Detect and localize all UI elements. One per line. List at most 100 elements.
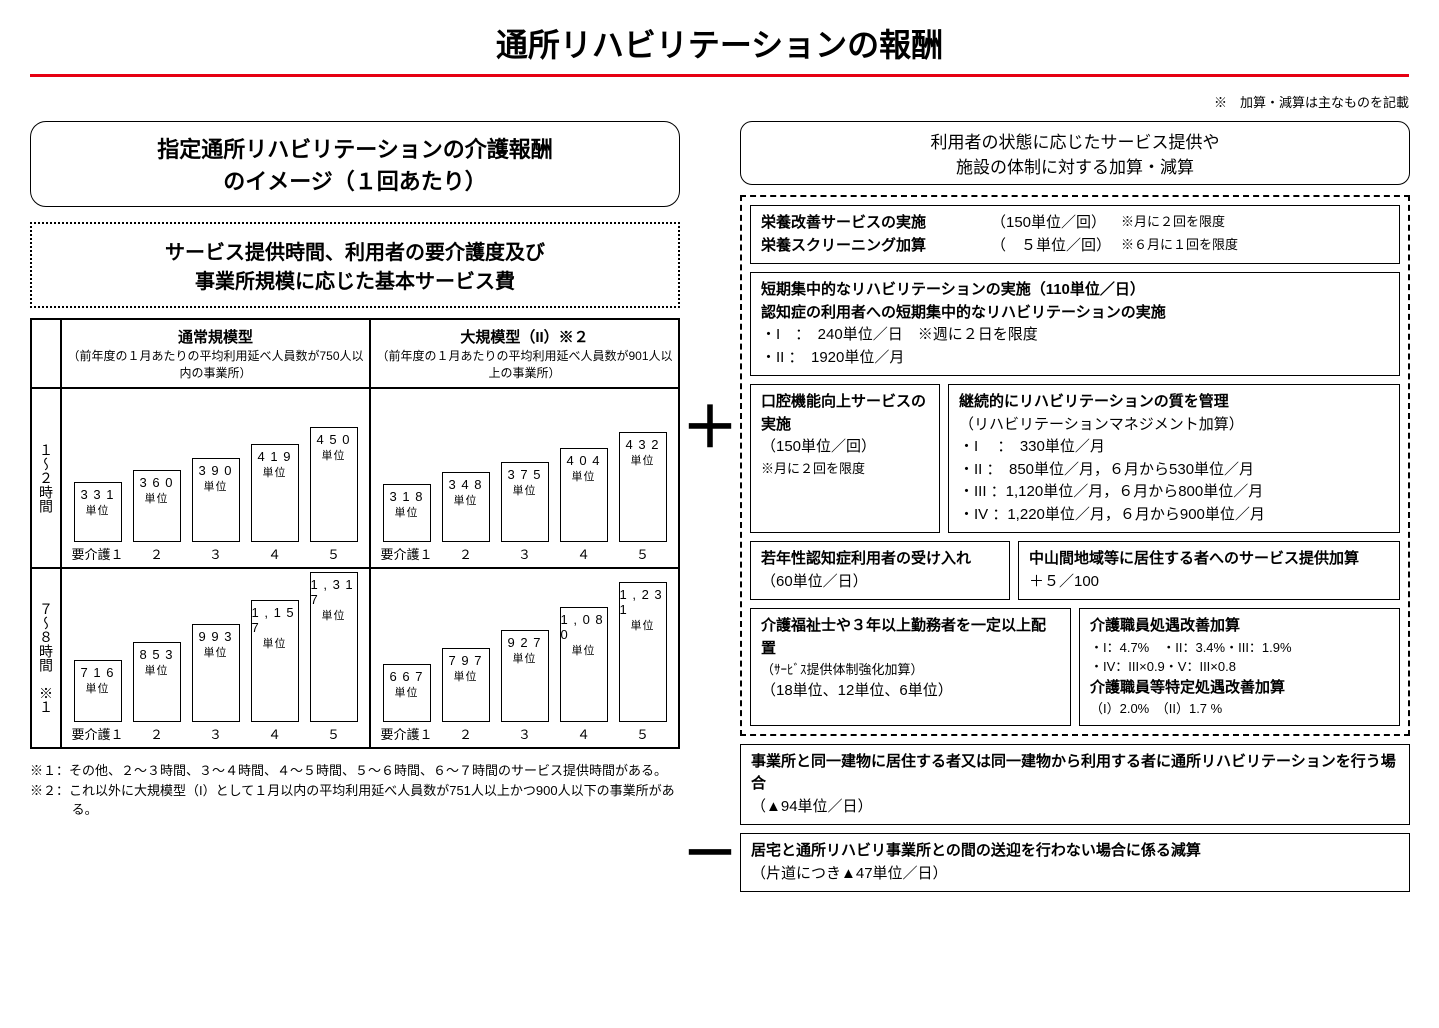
oral-box: 口腔機能向上サービスの実施 （150単位／回） ※月に２回を限度: [750, 384, 940, 533]
bar: 7 1 6単位: [74, 660, 122, 722]
bar: 4 5 0単位: [310, 427, 358, 542]
footnotes: ※１：その他、２〜３時間、３〜４時間、４〜５時間、５〜６時間、６〜７時間のサービ…: [30, 761, 680, 820]
quality-box: 継続的にリハビリテーションの質を管理 （リハビリテーションマネジメント加算） ・…: [948, 384, 1400, 533]
q-l1: ・I ： 330単位／月: [959, 436, 1389, 459]
tp-l1: 居宅と通所リハビリ事業所との間の送迎を行わない場合に係る減算: [751, 840, 1399, 863]
bar-x-label: ４: [268, 724, 281, 743]
tr-l1: ・I：4.7% ・II：3.4%・III：1.9%: [1090, 638, 1389, 658]
bar-x-label: 要介護１: [72, 544, 124, 563]
tr-l3: （I）2.0% （II）1.7 %: [1090, 699, 1389, 719]
q-l4: ・IV ：1,220単位／月，６月から900単位／月: [959, 504, 1389, 527]
nutrition-l2-val: （ ５単位／回）: [991, 235, 1121, 258]
bar-item: 4 3 2単位 ５: [617, 432, 669, 563]
nutrition-l2-label: 栄養スクリーニング加算: [761, 235, 991, 258]
bar-item: 1 , 3 1 7単位 ５: [308, 572, 360, 743]
bar: 3 4 8単位: [442, 472, 490, 542]
young-box: 若年性認知症利用者の受け入れ （60単位／日）: [750, 541, 1010, 600]
bar: 1 , 0 8 0単位: [560, 607, 608, 722]
bar-item: 9 9 3単位 ３: [190, 624, 242, 743]
sb-val: （▲94単位／日）: [751, 796, 1399, 819]
oral-val: （150単位／回）: [761, 436, 929, 459]
bar-item: 8 5 3単位 ２: [131, 642, 183, 743]
left-sub-heading: サービス提供時間、利用者の要介護度及び事業所規模に応じた基本サービス費: [30, 222, 680, 308]
bar-x-label: ２: [150, 724, 163, 743]
chart-r2c2: 6 6 7単位要介護１7 9 7単位 ２ 9 2 7単位３1 , 0 8 0単位４1…: [370, 568, 679, 748]
bar: 3 9 0単位: [192, 458, 240, 542]
sr-l2: 認知症の利用者への短期集中的なリハビリテーションの実施: [761, 302, 1389, 325]
col-header-1: 通常規模型 （前年度の１月あたりの平均利用延べ人員数が750人以内の事業所）: [61, 319, 370, 388]
chart-table: 通常規模型 （前年度の１月あたりの平均利用延べ人員数が750人以内の事業所） 大…: [30, 318, 680, 749]
left-heading: 指定通所リハビリテーションの介護報酬のイメージ（１回あたり）: [30, 121, 680, 207]
bar: 3 3 1単位: [74, 482, 122, 542]
corner-cell: [31, 319, 61, 388]
bar-item: 1 , 1 5 7単位４: [249, 600, 301, 743]
bar-item: 4 1 9単位 ４: [249, 444, 301, 563]
bar-x-label: 要介護１: [381, 544, 433, 563]
q-title: 継続的にリハビリテーションの質を管理: [959, 391, 1389, 414]
col1-title: 通常規模型: [66, 326, 365, 347]
right-heading: 利用者の状態に応じたサービス提供や施設の体制に対する加算・減算: [740, 121, 1410, 185]
staff-box: 介護福祉士や３年以上勤務者を一定以上配置 （ｻｰﾋﾞｽ提供体制強化加算） （18…: [750, 608, 1071, 726]
staff-sub: （ｻｰﾋﾞｽ提供体制強化加算）: [761, 660, 1060, 680]
bar: 1 , 3 1 7単位: [310, 572, 358, 722]
bar: 8 5 3単位: [133, 642, 181, 722]
bar: 3 1 8単位: [383, 484, 431, 542]
mtn-title: 中山間地域等に居住する者へのサービス提供加算: [1029, 548, 1389, 571]
mountain-box: 中山間地域等に居住する者へのサービス提供加算 ＋５／100: [1018, 541, 1400, 600]
bar-x-label: ５: [636, 544, 649, 563]
bar: 7 9 7単位: [442, 648, 490, 722]
bar-x-label: ３: [209, 544, 222, 563]
nutrition-l1-label: 栄養改善サービスの実施: [761, 212, 991, 235]
left-column: 指定通所リハビリテーションの介護報酬のイメージ（１回あたり） サービス提供時間、…: [30, 121, 680, 892]
symbol-column: ＋ －: [680, 121, 740, 892]
staff-title: 介護福祉士や３年以上勤務者を一定以上配置: [761, 615, 1060, 660]
bar: 4 3 2単位: [619, 432, 667, 542]
bar-item: 1 , 0 8 0単位４: [558, 607, 610, 743]
bar: 6 6 7単位: [383, 664, 431, 722]
bar-x-label: ２: [459, 544, 472, 563]
bar-item: 3 7 5単位３: [499, 462, 551, 563]
tr-l2: ・IV：III×0.9・V：III×0.8: [1090, 657, 1389, 677]
oral-title: 口腔機能向上サービスの実施: [761, 391, 929, 436]
col1-sub: （前年度の１月あたりの平均利用延べ人員数が750人以内の事業所）: [66, 347, 365, 381]
bar-item: 9 2 7単位３: [499, 630, 551, 743]
bar: 4 1 9単位: [251, 444, 299, 542]
young-val: （60単位／日）: [761, 571, 999, 594]
bar: 3 6 0単位: [133, 470, 181, 542]
bar-x-label: ３: [518, 724, 531, 743]
page-title: 通所リハビリテーションの報酬: [30, 20, 1409, 77]
nutrition-l1-val: （150単位／回）: [991, 212, 1121, 235]
tp-val: （片道につき▲47単位／日）: [751, 863, 1399, 886]
same-building-box: 事業所と同一建物に居住する者又は同一建物から利用する者に通所リハビリテーションを…: [740, 744, 1410, 826]
bar-x-label: ４: [268, 544, 281, 563]
bar: 1 , 2 3 1単位: [619, 582, 667, 722]
nutrition-l1-note: ※月に２回を限度: [1121, 212, 1225, 235]
staff-val: （18単位、12単位、6単位）: [761, 680, 1060, 703]
oral-note: ※月に２回を限度: [761, 459, 929, 479]
tr-title: 介護職員処遇改善加算: [1090, 615, 1389, 638]
nutrition-l2-note: ※６月に１回を限度: [1121, 235, 1238, 258]
q-l2: ・II ： 850単位／月，６月から530単位／月: [959, 459, 1389, 482]
bar-x-label: ４: [577, 544, 590, 563]
bar-item: 7 1 6単位要介護１: [72, 660, 124, 743]
bar-x-label: ５: [327, 724, 340, 743]
q-l3: ・III ：1,120単位／月，６月から800単位／月: [959, 481, 1389, 504]
minus-icon: －: [682, 809, 738, 890]
tr-title2: 介護職員等特定処遇改善加算: [1090, 677, 1389, 700]
col2-title: 大規模型（II）※２: [375, 326, 674, 347]
bar-x-label: ２: [459, 724, 472, 743]
bar: 9 9 3単位: [192, 624, 240, 722]
bar-x-label: ３: [209, 724, 222, 743]
bar-item: 3 6 0単位２: [131, 470, 183, 563]
bar-x-label: 要介護１: [72, 724, 124, 743]
col-header-2: 大規模型（II）※２ （前年度の１月あたりの平均利用延べ人員数が901人以上の事…: [370, 319, 679, 388]
treatment-box: 介護職員処遇改善加算 ・I：4.7% ・II：3.4%・III：1.9% ・IV…: [1079, 608, 1400, 726]
young-title: 若年性認知症利用者の受け入れ: [761, 548, 999, 571]
chart-r2c1: 7 1 6単位要介護１8 5 3単位２9 9 3単位３1 , 1 5 7単位４1…: [61, 568, 370, 748]
bar-x-label: ５: [636, 724, 649, 743]
row-label-2: ７〜８時間 ※１: [31, 568, 61, 748]
bar-item: 3 4 8単位 ２: [440, 472, 492, 563]
col2-sub: （前年度の１月あたりの平均利用延べ人員数が901人以上の事業所）: [375, 347, 674, 381]
bar-x-label: ５: [327, 544, 340, 563]
bar-item: 6 6 7単位要介護１: [381, 664, 433, 743]
